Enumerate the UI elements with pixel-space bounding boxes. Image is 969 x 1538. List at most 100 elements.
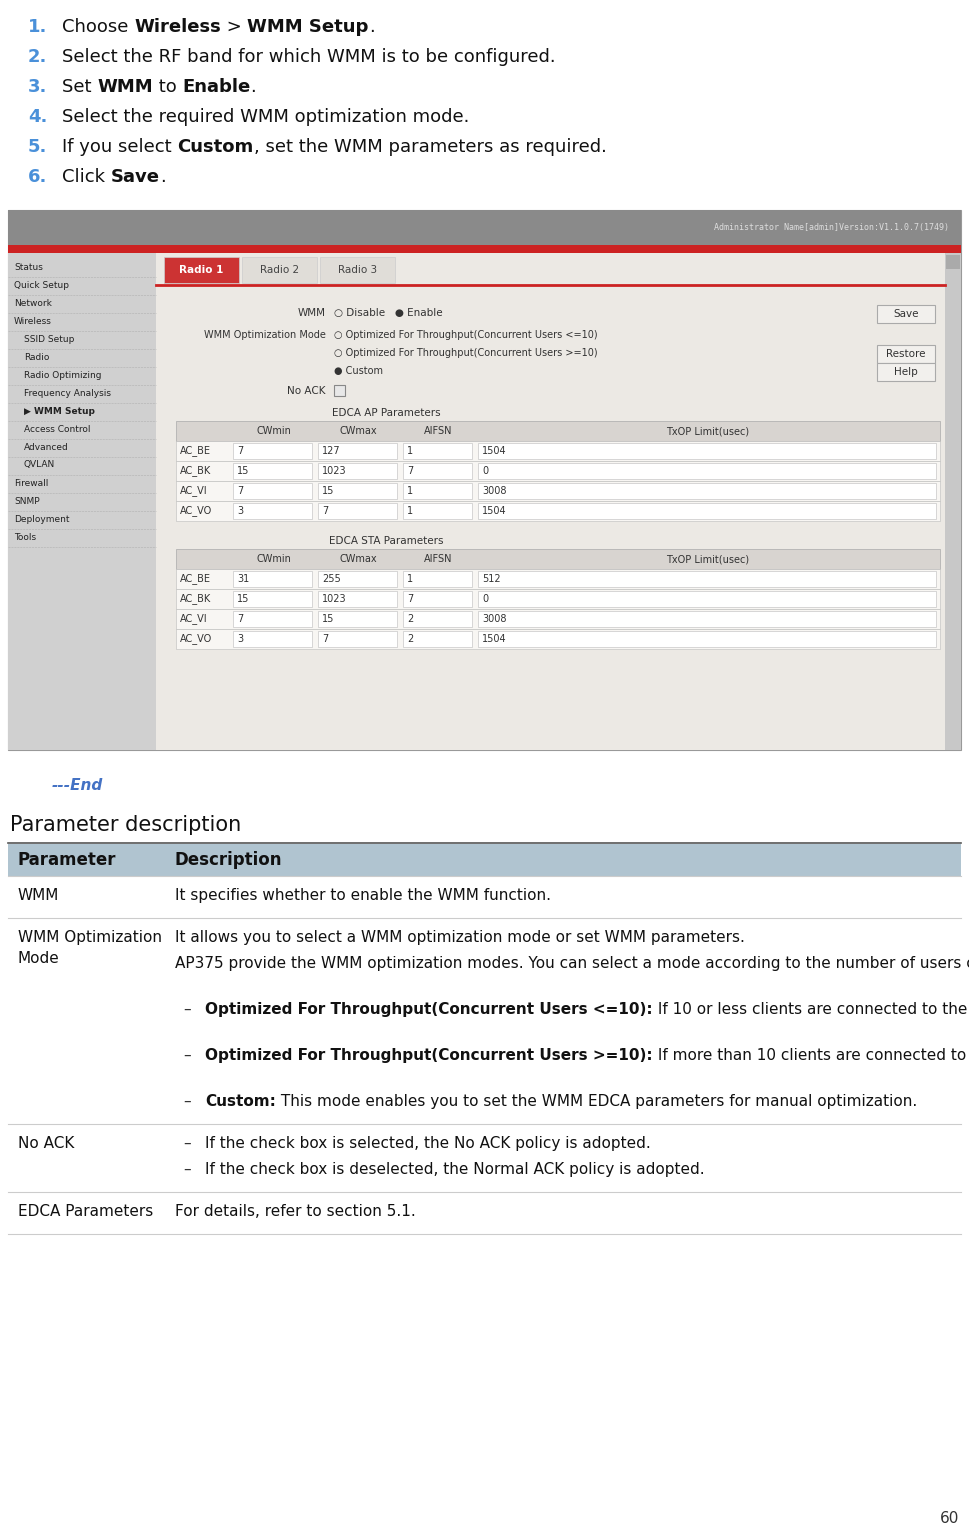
Bar — [318, 591, 397, 608]
Text: No ACK: No ACK — [18, 1137, 75, 1150]
Bar — [233, 503, 312, 518]
Text: 512: 512 — [482, 574, 501, 584]
Text: ○ Optimized For Throughput(Concurrent Users >=10): ○ Optimized For Throughput(Concurrent Us… — [334, 348, 598, 358]
Text: Select the required WMM optimization mode.: Select the required WMM optimization mod… — [62, 108, 469, 126]
Text: Set: Set — [62, 78, 97, 95]
Text: 0: 0 — [482, 594, 488, 604]
Text: WMM: WMM — [97, 78, 153, 95]
Text: Quick Setup: Quick Setup — [14, 280, 69, 289]
Text: Parameter description: Parameter description — [10, 815, 241, 835]
Text: 1.: 1. — [28, 18, 47, 35]
Text: WMM Optimization Mode: WMM Optimization Mode — [204, 331, 326, 340]
Bar — [164, 257, 239, 283]
Text: 7: 7 — [322, 634, 328, 644]
Text: 1504: 1504 — [482, 634, 507, 644]
Bar — [403, 611, 472, 628]
Text: 7: 7 — [237, 446, 243, 455]
Text: 1: 1 — [407, 486, 413, 495]
Text: 0: 0 — [482, 466, 488, 475]
Text: Save: Save — [893, 309, 919, 318]
Bar — [176, 629, 940, 649]
Text: CWmin: CWmin — [256, 554, 291, 564]
Text: CWmin: CWmin — [256, 426, 291, 435]
Text: 15: 15 — [322, 614, 334, 624]
Text: If more than 10 clients are connected to the AP, you are recommended to select t: If more than 10 clients are connected to… — [653, 1047, 969, 1063]
Text: AC_VI: AC_VI — [180, 486, 207, 497]
Text: 15: 15 — [237, 466, 249, 475]
Text: Wireless: Wireless — [14, 317, 52, 326]
Text: Radio: Radio — [24, 352, 49, 361]
Text: 15: 15 — [322, 486, 334, 495]
Text: AC_BK: AC_BK — [180, 594, 211, 604]
Text: 3008: 3008 — [482, 614, 507, 624]
Text: 1023: 1023 — [322, 466, 347, 475]
Text: Custom: Custom — [177, 138, 254, 155]
Text: 7: 7 — [237, 486, 243, 495]
Bar — [8, 844, 961, 877]
Text: For details, refer to section 5.1.: For details, refer to section 5.1. — [175, 1204, 416, 1220]
Text: to: to — [153, 78, 182, 95]
Text: –: – — [183, 1047, 191, 1063]
Text: CWmax: CWmax — [340, 426, 377, 435]
Bar — [318, 611, 397, 628]
Bar — [478, 631, 936, 647]
Text: Optimized For Throughput(Concurrent Users >=10):: Optimized For Throughput(Concurrent User… — [205, 1047, 653, 1063]
Bar — [233, 463, 312, 478]
Text: 3: 3 — [237, 506, 243, 517]
Bar — [403, 571, 472, 588]
Text: 1023: 1023 — [322, 594, 347, 604]
Text: .: . — [251, 78, 257, 95]
Bar — [318, 571, 397, 588]
Text: AC_VO: AC_VO — [180, 634, 212, 644]
Bar — [176, 569, 940, 589]
Text: 3: 3 — [237, 634, 243, 644]
Text: Advanced: Advanced — [24, 443, 69, 452]
Bar — [403, 463, 472, 478]
Bar — [877, 363, 935, 381]
Text: 1504: 1504 — [482, 446, 507, 455]
Text: This mode enables you to set the WMM EDCA parameters for manual optimization.: This mode enables you to set the WMM EDC… — [276, 1094, 917, 1109]
Bar — [176, 609, 940, 629]
Bar — [233, 571, 312, 588]
Text: ○ Disable   ● Enable: ○ Disable ● Enable — [334, 308, 443, 318]
Text: EDCA Parameters: EDCA Parameters — [18, 1204, 153, 1220]
Bar — [318, 443, 397, 458]
Text: Network: Network — [14, 298, 52, 308]
Bar — [156, 252, 945, 751]
Bar — [403, 483, 472, 498]
Bar — [478, 591, 936, 608]
Text: If the check box is deselected, the Normal ACK policy is adopted.: If the check box is deselected, the Norm… — [205, 1163, 704, 1177]
Text: 255: 255 — [322, 574, 341, 584]
Text: ○ Optimized For Throughput(Concurrent Users <=10): ○ Optimized For Throughput(Concurrent Us… — [334, 331, 598, 340]
Text: Access Control: Access Control — [24, 424, 90, 434]
Text: 6.: 6. — [28, 168, 47, 186]
Text: Radio 2: Radio 2 — [260, 265, 299, 275]
Text: 2.: 2. — [28, 48, 47, 66]
Text: Enable: Enable — [182, 78, 251, 95]
Bar — [403, 443, 472, 458]
Text: 15: 15 — [237, 594, 249, 604]
Text: Wireless: Wireless — [134, 18, 221, 35]
Text: –: – — [183, 1163, 191, 1177]
Text: 7: 7 — [407, 466, 413, 475]
Bar — [403, 591, 472, 608]
Text: 1: 1 — [407, 574, 413, 584]
Bar — [334, 384, 345, 395]
Bar — [242, 257, 317, 283]
Bar — [233, 631, 312, 647]
Text: Select the RF band for which WMM is to be configured.: Select the RF band for which WMM is to b… — [62, 48, 555, 66]
Text: AIFSN: AIFSN — [424, 426, 453, 435]
Bar — [176, 549, 940, 569]
Text: ▶ WMM Setup: ▶ WMM Setup — [24, 406, 95, 415]
Text: Help: Help — [894, 368, 918, 377]
Text: –: – — [183, 1094, 191, 1109]
Text: Status: Status — [14, 263, 43, 272]
Text: Radio Optimizing: Radio Optimizing — [24, 371, 102, 380]
Text: Custom:: Custom: — [205, 1094, 276, 1109]
Text: AC_BE: AC_BE — [180, 574, 211, 584]
Text: Description: Description — [175, 851, 283, 869]
Bar — [478, 611, 936, 628]
Text: 2: 2 — [407, 634, 413, 644]
Bar — [478, 463, 936, 478]
Bar — [8, 245, 961, 252]
